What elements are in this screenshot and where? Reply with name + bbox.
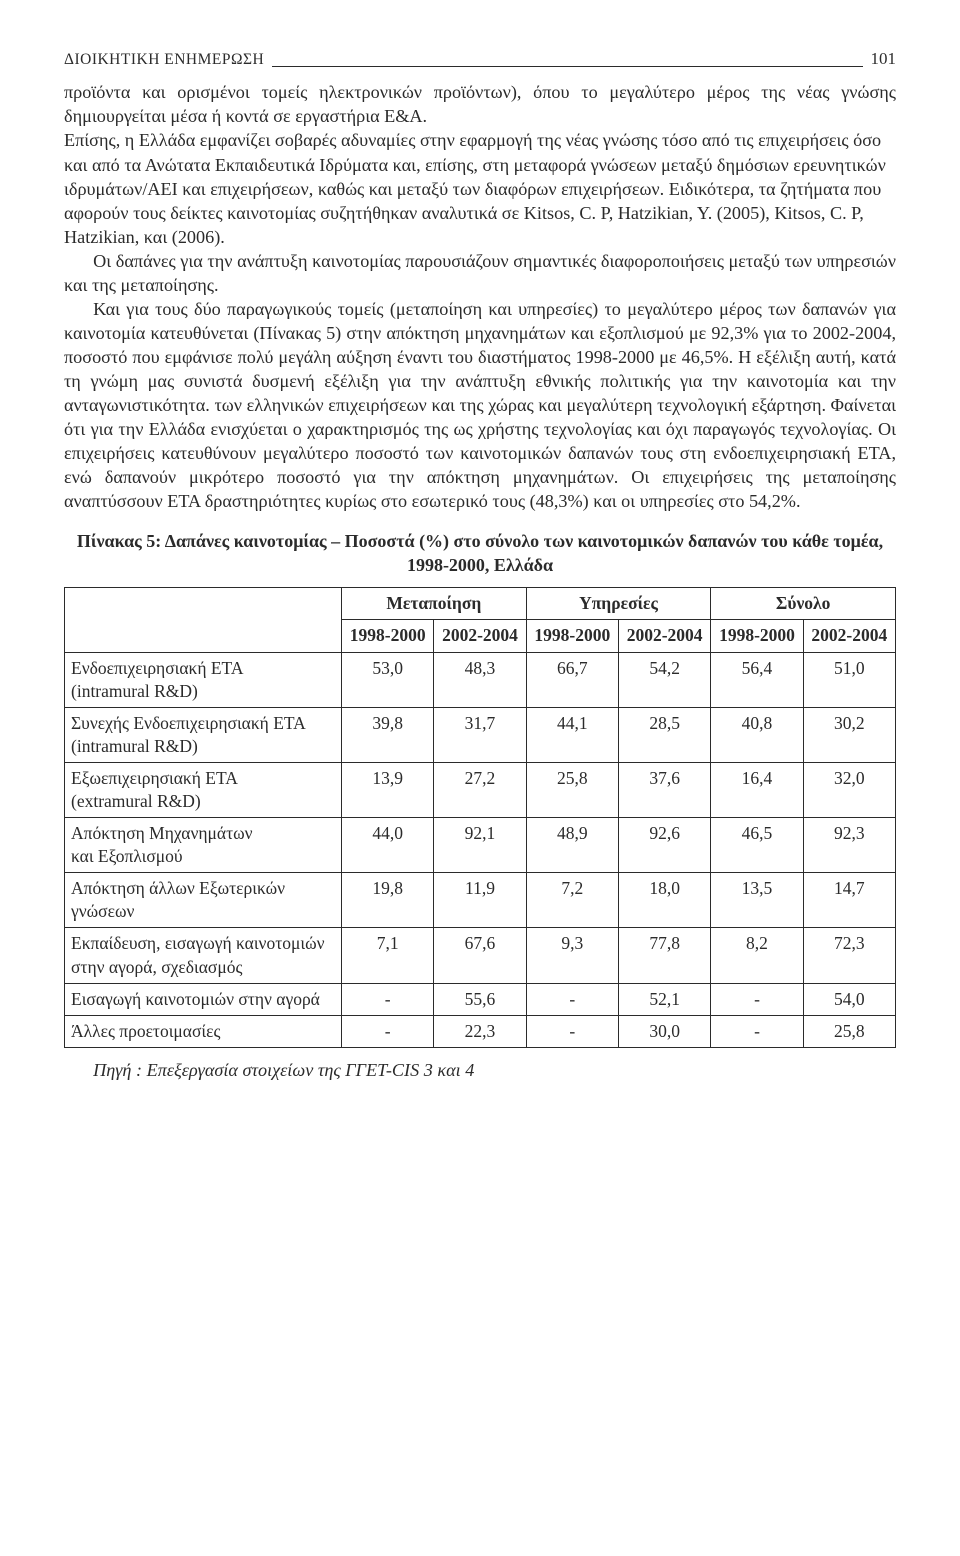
cell-value: 54,0 — [803, 983, 895, 1015]
body-paragraph-1: προϊόντα και ορισμένοι τομείς ηλεκτρονικ… — [64, 80, 896, 128]
cell-value: 67,6 — [434, 928, 526, 983]
row-label: Συνεχής Ενδοεπιχειρησιακή ΕΤΑ(intramural… — [65, 707, 342, 762]
cell-value: 14,7 — [803, 873, 895, 928]
cell-value: - — [526, 1015, 618, 1047]
table-row: Συνεχής Ενδοεπιχειρησιακή ΕΤΑ(intramural… — [65, 707, 896, 762]
cell-value: 16,4 — [711, 762, 803, 817]
table-row: Εξωεπιχειρησιακή ΕΤΑ(extramural R&D)13,9… — [65, 762, 896, 817]
cell-value: 11,9 — [434, 873, 526, 928]
cell-value: 32,0 — [803, 762, 895, 817]
page-header: ΔIOIKHTIKH ENHMEPΩΣH 101 — [64, 48, 896, 70]
cell-value: 30,2 — [803, 707, 895, 762]
cell-value: 25,8 — [803, 1015, 895, 1047]
cell-value: 92,6 — [618, 818, 710, 873]
cell-value: 53,0 — [342, 652, 434, 707]
cell-value: 7,1 — [342, 928, 434, 983]
sub-header: 1998-2000 — [526, 620, 618, 652]
cell-value: - — [711, 1015, 803, 1047]
cell-value: 44,1 — [526, 707, 618, 762]
cell-value: 66,7 — [526, 652, 618, 707]
cell-value: 92,3 — [803, 818, 895, 873]
cell-value: 46,5 — [711, 818, 803, 873]
cell-value: 8,2 — [711, 928, 803, 983]
table-corner-cell — [65, 588, 342, 652]
body-paragraph-3: Οι δαπάνες για την ανάπτυξη καινοτομίας … — [64, 249, 896, 297]
table-row: Εκπαίδευση, εισαγωγή καινοτομιώνστην αγο… — [65, 928, 896, 983]
cell-value: 77,8 — [618, 928, 710, 983]
cell-value: 40,8 — [711, 707, 803, 762]
cell-value: 27,2 — [434, 762, 526, 817]
cell-value: 54,2 — [618, 652, 710, 707]
page-number: 101 — [871, 48, 897, 70]
running-head: ΔIOIKHTIKH ENHMEPΩΣH — [64, 50, 264, 70]
cell-value: 72,3 — [803, 928, 895, 983]
cell-value: 37,6 — [618, 762, 710, 817]
table-row: Άλλες προετοιμασίες-22,3-30,0-25,8 — [65, 1015, 896, 1047]
cell-value: 48,9 — [526, 818, 618, 873]
sub-header: 1998-2000 — [711, 620, 803, 652]
cell-value: 22,3 — [434, 1015, 526, 1047]
table-header-row-groups: Μεταποίηση Υπηρεσίες Σύνολο — [65, 588, 896, 620]
cell-value: - — [342, 983, 434, 1015]
sub-header: 2002-2004 — [618, 620, 710, 652]
row-label: Ενδοεπιχειρησιακή ΕΤΑ(intramural R&D) — [65, 652, 342, 707]
table-source: Πηγή : Επεξεργασία στοιχείων της ΓΓΕΤ-CI… — [64, 1058, 896, 1082]
table-row: Εισαγωγή καινοτομιών στην αγορά-55,6-52,… — [65, 983, 896, 1015]
cell-value: 30,0 — [618, 1015, 710, 1047]
cell-value: 19,8 — [342, 873, 434, 928]
cell-value: 52,1 — [618, 983, 710, 1015]
table-body: Ενδοεπιχειρησιακή ΕΤΑ(intramural R&D)53,… — [65, 652, 896, 1047]
cell-value: 25,8 — [526, 762, 618, 817]
sub-header: 2002-2004 — [434, 620, 526, 652]
cell-value: 39,8 — [342, 707, 434, 762]
cell-value: 7,2 — [526, 873, 618, 928]
cell-value: - — [711, 983, 803, 1015]
table-row: Απόκτηση Μηχανημάτωνκαι Εξοπλισμού44,092… — [65, 818, 896, 873]
body-paragraph-4: Και για τους δύο παραγωγικούς τομείς (με… — [64, 297, 896, 513]
cell-value: 18,0 — [618, 873, 710, 928]
group-header: Υπηρεσίες — [526, 588, 711, 620]
cell-value: - — [342, 1015, 434, 1047]
row-label: Απόκτηση άλλων Εξωτερικώνγνώσεων — [65, 873, 342, 928]
row-label: Εξωεπιχειρησιακή ΕΤΑ(extramural R&D) — [65, 762, 342, 817]
cell-value: 44,0 — [342, 818, 434, 873]
cell-value: 48,3 — [434, 652, 526, 707]
cell-value: 13,9 — [342, 762, 434, 817]
sub-header: 1998-2000 — [342, 620, 434, 652]
cell-value: 55,6 — [434, 983, 526, 1015]
row-label: Απόκτηση Μηχανημάτωνκαι Εξοπλισμού — [65, 818, 342, 873]
sub-header: 2002-2004 — [803, 620, 895, 652]
group-header: Μεταποίηση — [342, 588, 527, 620]
cell-value: 9,3 — [526, 928, 618, 983]
row-label: Εκπαίδευση, εισαγωγή καινοτομιώνστην αγο… — [65, 928, 342, 983]
cell-value: - — [526, 983, 618, 1015]
group-header: Σύνολο — [711, 588, 896, 620]
table-row: Απόκτηση άλλων Εξωτερικώνγνώσεων19,811,9… — [65, 873, 896, 928]
cell-value: 31,7 — [434, 707, 526, 762]
cell-value: 13,5 — [711, 873, 803, 928]
cell-value: 56,4 — [711, 652, 803, 707]
body-paragraph-2: Επίσης, η Ελλάδα εμφανίζει σοβαρές αδυνα… — [64, 130, 886, 246]
data-table: Μεταποίηση Υπηρεσίες Σύνολο 1998-2000 20… — [64, 587, 896, 1048]
cell-value: 51,0 — [803, 652, 895, 707]
table-row: Ενδοεπιχειρησιακή ΕΤΑ(intramural R&D)53,… — [65, 652, 896, 707]
header-rule — [272, 66, 862, 67]
cell-value: 92,1 — [434, 818, 526, 873]
row-label: Εισαγωγή καινοτομιών στην αγορά — [65, 983, 342, 1015]
row-label: Άλλες προετοιμασίες — [65, 1015, 342, 1047]
cell-value: 28,5 — [618, 707, 710, 762]
table-title: Πίνακας 5: Δαπάνες καινοτομίας – Ποσοστά… — [64, 529, 896, 578]
